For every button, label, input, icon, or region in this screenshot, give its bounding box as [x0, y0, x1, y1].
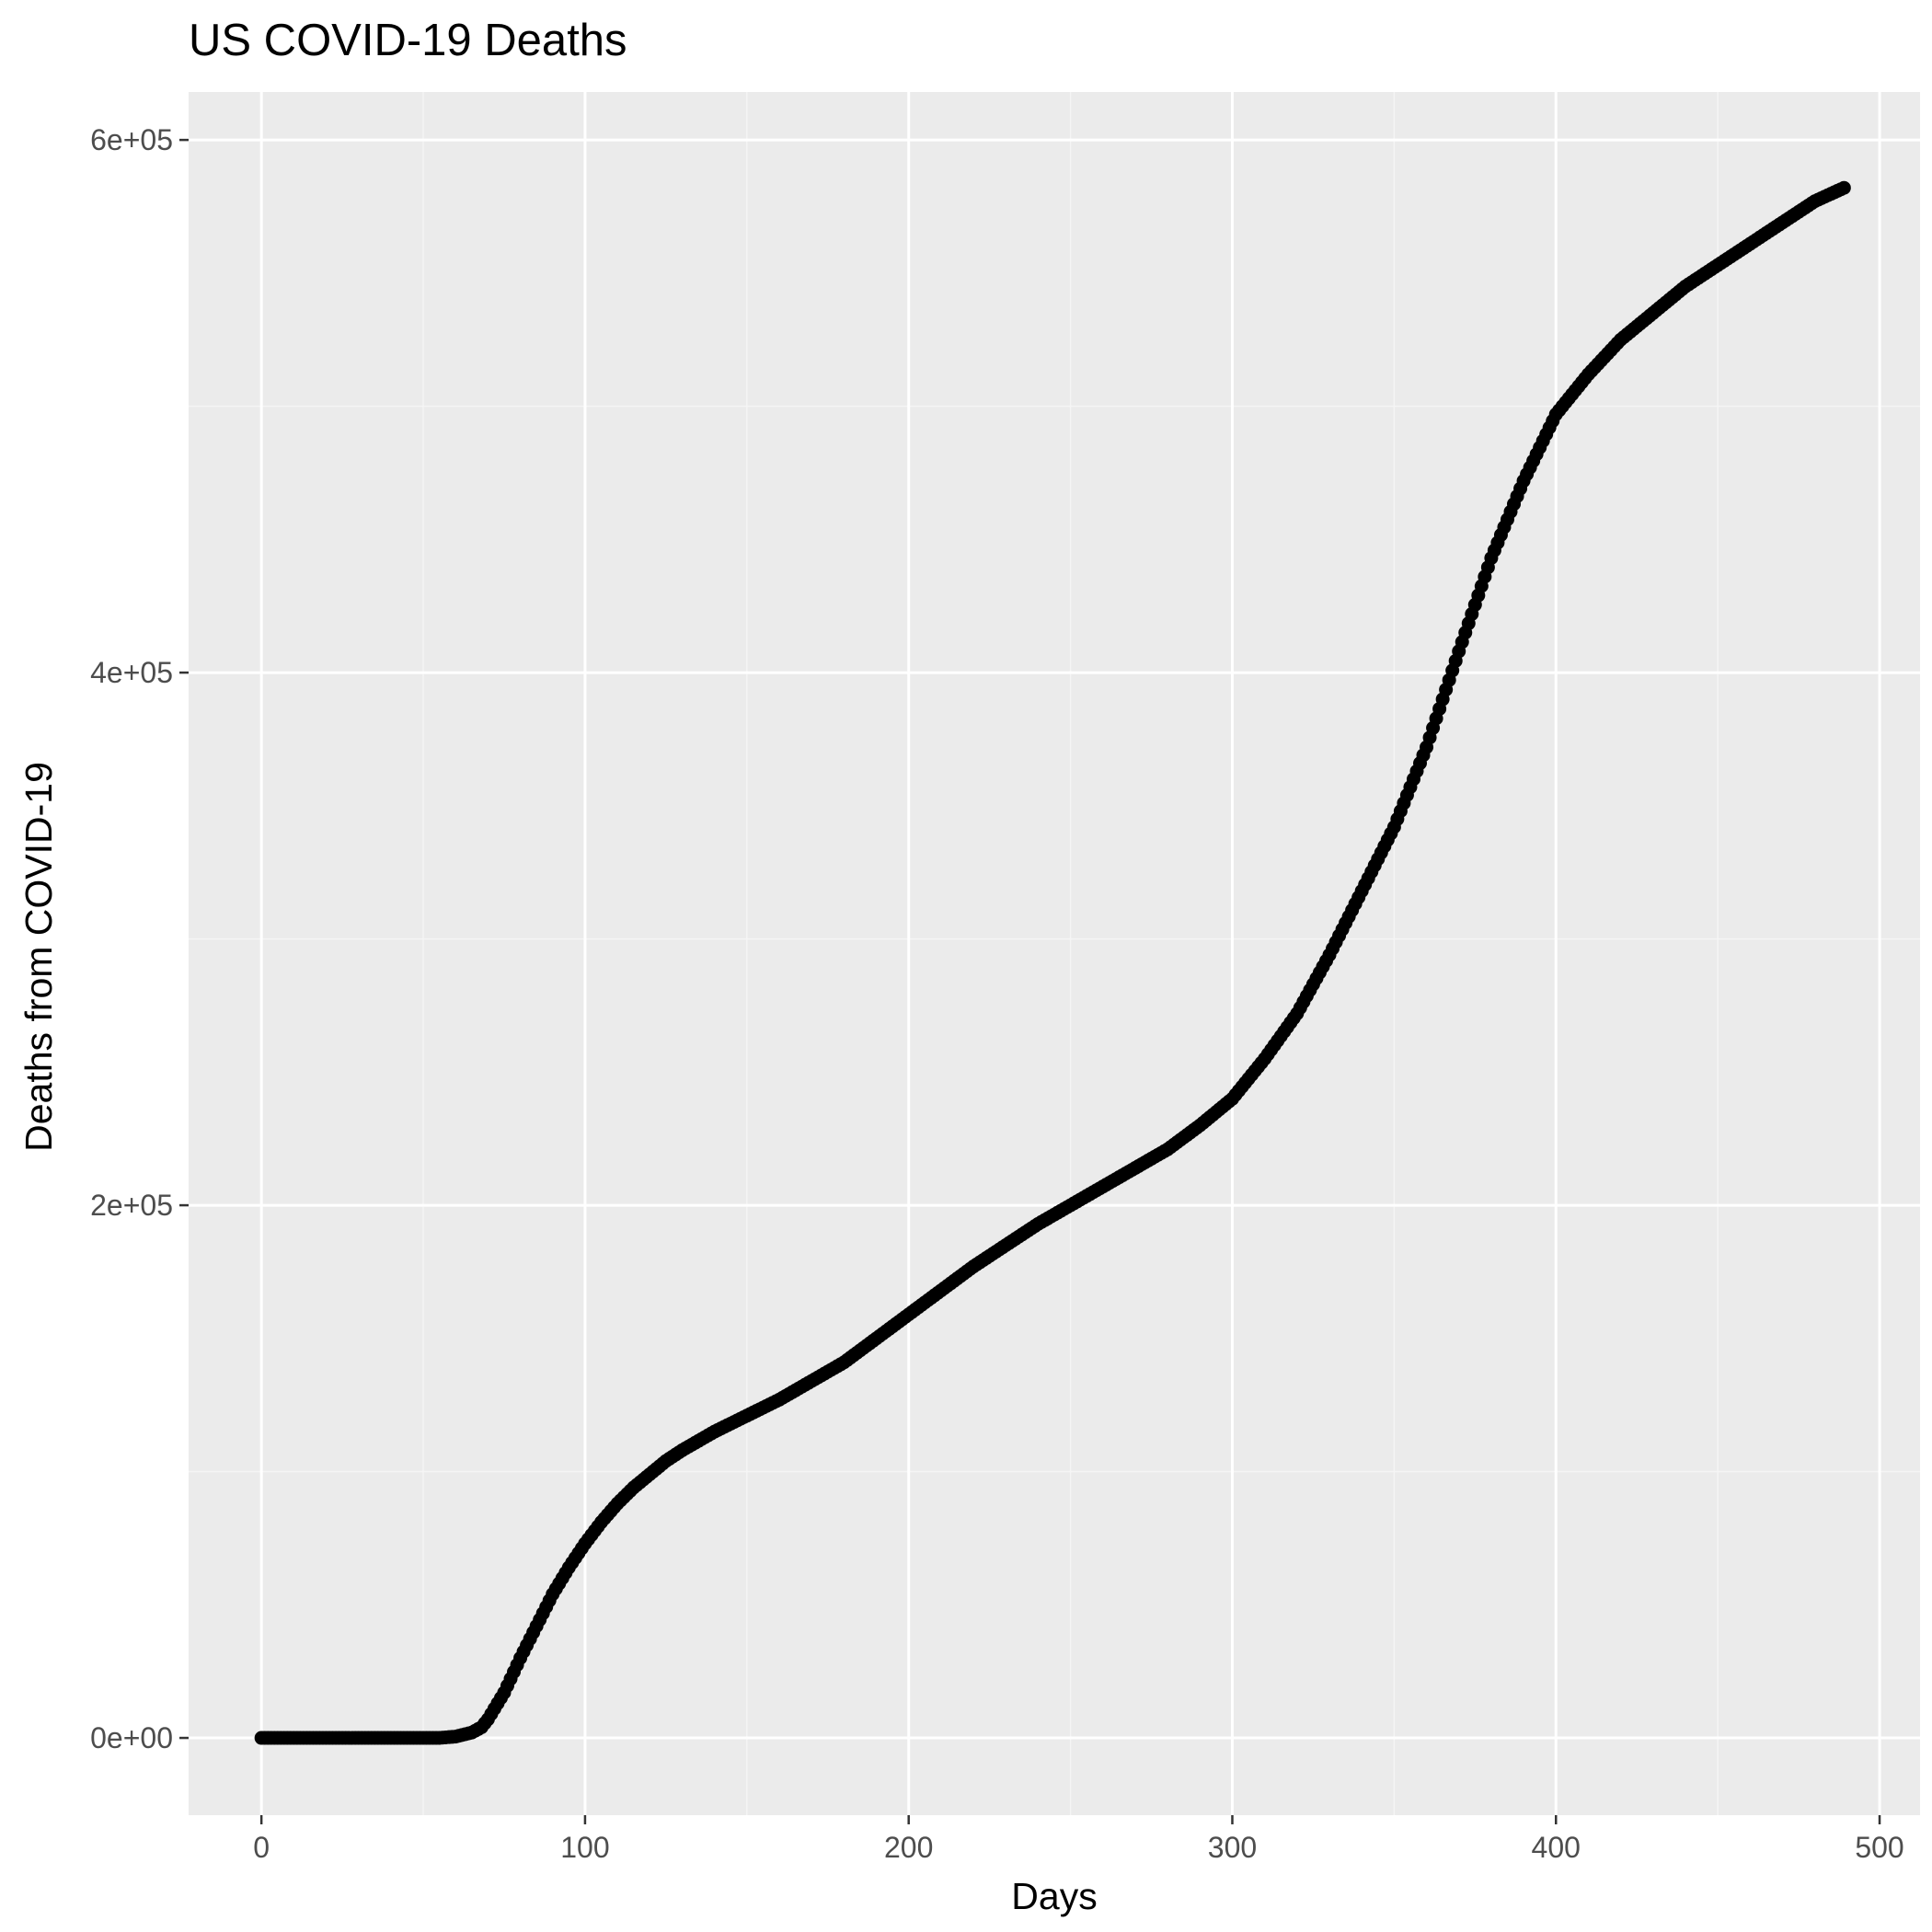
data-points [254, 180, 1851, 1745]
y-tick-label: 2e+05 [90, 1189, 173, 1222]
plot-panel [189, 92, 1920, 1815]
x-tick-label: 500 [1855, 1831, 1903, 1864]
chart-title: US COVID-19 Deaths [189, 16, 627, 65]
x-tick-label: 400 [1532, 1831, 1581, 1864]
x-tick-label: 200 [884, 1831, 933, 1864]
y-axis: 0e+00 2e+05 4e+05 6e+05 [90, 123, 189, 1754]
x-axis-title: Days [1011, 1875, 1097, 1917]
x-axis: 0 100 200 300 400 500 [253, 1815, 1904, 1864]
grid-major-lines [189, 92, 1920, 1815]
x-tick-label: 300 [1208, 1831, 1257, 1864]
y-tick-label: 4e+05 [90, 656, 173, 689]
y-tick-label: 0e+00 [90, 1721, 173, 1754]
grid-minor-lines [189, 92, 1920, 1815]
y-axis-title: Deaths from COVID-19 [17, 762, 60, 1152]
x-tick-label: 0 [253, 1831, 270, 1864]
data-point [1836, 180, 1851, 195]
x-tick-label: 100 [560, 1831, 609, 1864]
y-tick-label: 6e+05 [90, 123, 173, 156]
